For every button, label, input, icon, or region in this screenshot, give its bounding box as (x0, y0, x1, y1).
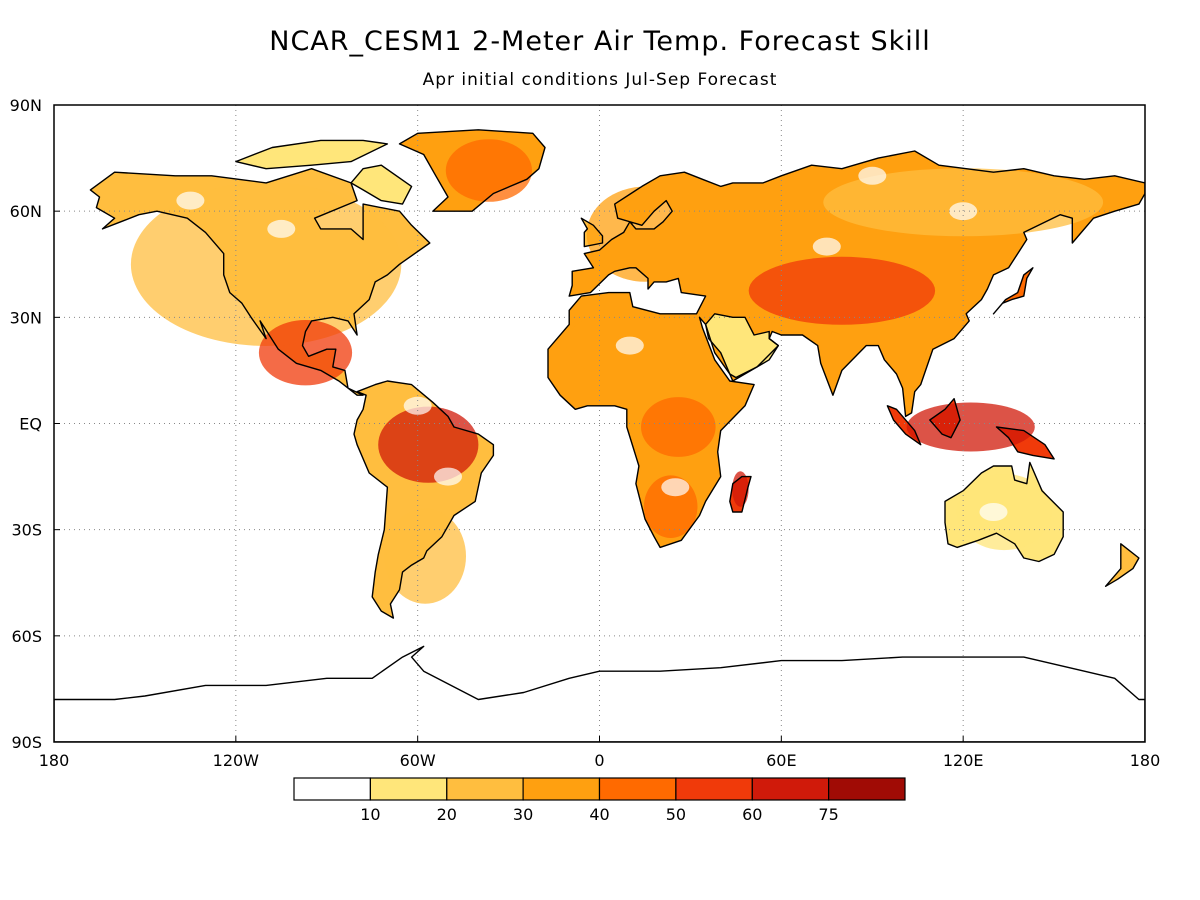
skill-region-amazon (378, 406, 479, 483)
coastline-borneo (929, 398, 961, 439)
low-skill-patch (615, 336, 644, 355)
y-tick-label: 90S (11, 733, 42, 752)
coastline-sumatra (886, 405, 922, 446)
y-tick-label: 30S (11, 521, 42, 540)
colorbar-label: 75 (818, 805, 838, 824)
y-tick-label: 60N (10, 202, 42, 221)
y-axis: 90N 60N 30N EQ 30S 60S 90S (10, 96, 60, 752)
skill-region-greenland (445, 139, 532, 202)
x-tick-label: 60W (400, 751, 436, 770)
coastline-japan (992, 267, 1034, 315)
colorbar-label: 60 (742, 805, 762, 824)
coastline-britain (580, 217, 604, 248)
x-tick-label: 0 (594, 751, 604, 770)
land-fill-new-zealand (1105, 543, 1139, 587)
y-tick-label: 30N (10, 308, 42, 327)
coastline-new-zealand (1104, 543, 1140, 587)
coastline-greenland (398, 129, 546, 212)
coastline-arabia (704, 313, 779, 379)
low-skill-patch (858, 166, 887, 185)
colorbar-swatch (751, 777, 830, 801)
colorbar-swatch (369, 777, 448, 801)
low-skill-patch (979, 503, 1008, 521)
skill-fill-layer (54, 129, 1145, 742)
chart-title: NCAR_CESM1 2-Meter Air Temp. Forecast Sk… (269, 26, 931, 57)
chart-subtitle: Apr initial conditions Jul-Sep Forecast (422, 70, 778, 90)
colorbar-swatch (598, 777, 677, 801)
x-tick-label: 180 (39, 751, 70, 770)
skill-region-central-africa (641, 397, 716, 457)
low-skill-patch (812, 237, 841, 256)
coastline-australia (944, 461, 1064, 563)
skill-region-central-america (258, 320, 353, 386)
x-tick-label: 60E (766, 751, 796, 770)
coastline-baffin (350, 164, 413, 205)
coastline-madagascar (729, 475, 752, 513)
coastline-south-america (353, 380, 495, 619)
coastline-arctic-islands (235, 139, 389, 170)
y-tick-label: 60S (11, 627, 42, 646)
coastline-eurasia-africa (547, 150, 1145, 549)
land-fill-arabia (705, 313, 779, 378)
low-skill-patch (949, 202, 978, 221)
low-skill-patch (434, 467, 462, 486)
colorbar-label: 40 (589, 805, 609, 824)
coastline-new-guinea (995, 426, 1055, 460)
skill-region-central-asia (748, 256, 936, 325)
coastline-north-america (89, 167, 431, 396)
coastline-antarctica (54, 645, 1145, 742)
x-axis: 180 120W 60W 0 60E 120E 180 (39, 736, 1161, 770)
colorbar-label: 50 (666, 805, 686, 824)
land-fill-antarctica (54, 646, 1145, 742)
low-skill-patch (661, 478, 690, 497)
skill-region-europe (586, 186, 704, 282)
colorbar-swatch (293, 777, 372, 801)
x-tick-label: 120E (943, 751, 984, 770)
colorbar-swatch (827, 777, 906, 801)
colorbar-label: 30 (513, 805, 533, 824)
y-tick-label: EQ (19, 415, 42, 434)
skill-region-north-america (130, 182, 402, 346)
colorbar-swatch (522, 777, 601, 801)
x-tick-label: 120W (213, 751, 260, 770)
y-tick-label: 90N (10, 96, 42, 115)
colorbar-swatch (446, 777, 524, 801)
skill-region-maritime-continent (906, 402, 1035, 452)
colorbar: 10 20 30 40 50 60 75 (293, 777, 906, 824)
colorbar-label: 20 (437, 805, 457, 824)
gridlines (54, 105, 1145, 742)
x-tick-label: 180 (1130, 751, 1161, 770)
low-skill-patch (176, 191, 205, 210)
colorbar-label: 10 (360, 805, 380, 824)
coastlines (54, 129, 1145, 742)
colorbar-swatch (675, 777, 753, 801)
low-skill-patch (267, 219, 296, 238)
land-fill-baffin (351, 165, 412, 205)
